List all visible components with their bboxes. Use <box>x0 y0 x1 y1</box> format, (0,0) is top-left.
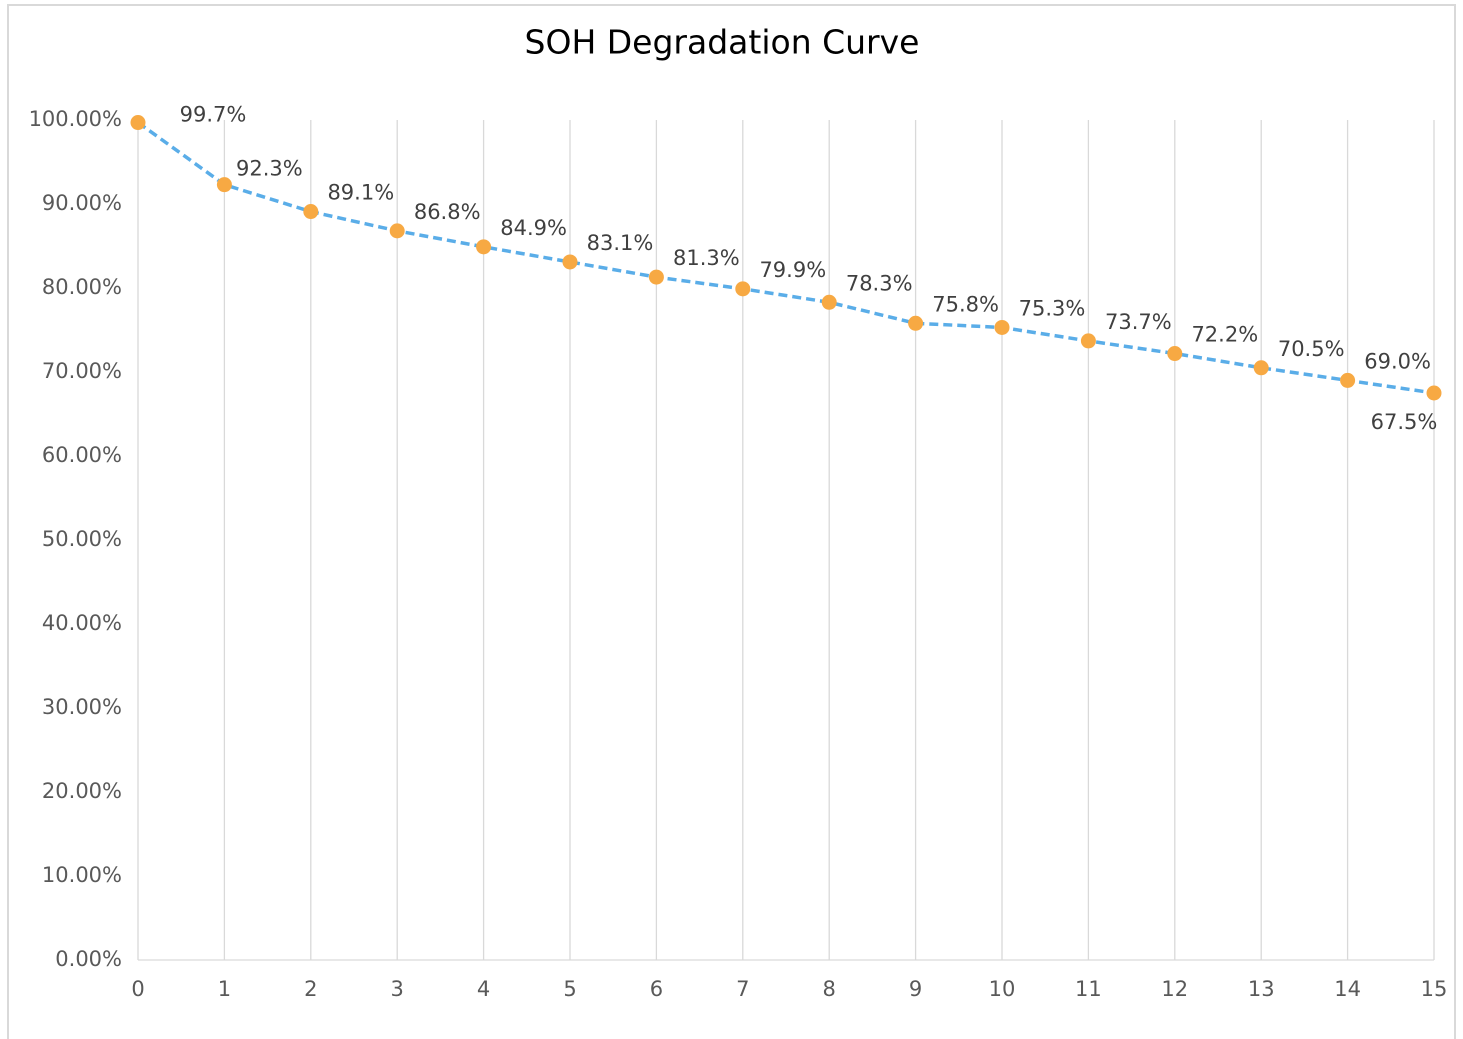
x-tick-label: 3 <box>391 977 404 1001</box>
data-label: 86.8% <box>414 200 481 224</box>
data-label: 84.9% <box>500 216 567 240</box>
point <box>1426 385 1442 401</box>
chart-border <box>7 4 1456 1039</box>
x-tick-label: 14 <box>1334 977 1361 1001</box>
series-line <box>136 121 1435 395</box>
x-tick-label: 6 <box>650 977 663 1001</box>
y-tick-label: 50.00% <box>42 527 122 551</box>
point <box>1167 346 1183 362</box>
data-label: 72.2% <box>1191 323 1258 347</box>
data-label: 73.7% <box>1105 310 1172 334</box>
point <box>1253 360 1269 376</box>
data-label: 92.3% <box>236 157 303 181</box>
y-tick-label: 80.00% <box>42 275 122 299</box>
x-tick-label: 9 <box>909 977 922 1001</box>
x-tick-label: 1 <box>218 977 231 1001</box>
data-label: 67.5% <box>1371 410 1438 434</box>
point <box>303 204 319 220</box>
x-tick-label: 5 <box>563 977 576 1001</box>
x-tick-label: 2 <box>304 977 317 1001</box>
y-tick-label: 40.00% <box>42 611 122 635</box>
data-label: 69.0% <box>1364 349 1431 373</box>
y-tick-label: 30.00% <box>42 695 122 719</box>
point <box>1340 372 1356 388</box>
y-tick-label: 90.00% <box>42 191 122 215</box>
point <box>562 254 578 270</box>
point <box>648 269 664 285</box>
point <box>994 319 1010 335</box>
x-tick-label: 11 <box>1075 977 1102 1001</box>
point <box>216 177 232 193</box>
y-tick-label: 20.00% <box>42 779 122 803</box>
y-tick-label: 0.00% <box>55 947 122 971</box>
x-tick-label: 10 <box>989 977 1016 1001</box>
data-label: 99.7% <box>180 103 247 127</box>
y-tick-label: 60.00% <box>42 443 122 467</box>
y-tick-label: 70.00% <box>42 359 122 383</box>
x-tick-label: 0 <box>131 977 144 1001</box>
point <box>389 223 405 239</box>
data-label: 79.9% <box>759 258 826 282</box>
chart-title: SOH Degradation Curve <box>525 23 920 62</box>
data-label: 89.1% <box>327 181 394 205</box>
point <box>1080 333 1096 349</box>
y-tick-label: 10.00% <box>42 863 122 887</box>
data-label: 75.3% <box>1019 296 1086 320</box>
x-tick-label: 12 <box>1161 977 1188 1001</box>
point <box>735 281 751 297</box>
x-tick-label: 8 <box>823 977 836 1001</box>
point <box>908 315 924 331</box>
point <box>821 294 837 310</box>
x-tick-label: 7 <box>736 977 749 1001</box>
data-label: 70.5% <box>1278 337 1345 361</box>
x-tick-label: 13 <box>1248 977 1275 1001</box>
point <box>130 115 146 131</box>
data-label: 83.1% <box>587 231 654 255</box>
data-label: 75.8% <box>932 292 999 316</box>
x-tick-label: 4 <box>477 977 490 1001</box>
point <box>476 239 492 255</box>
x-tick-label: 15 <box>1421 977 1448 1001</box>
data-label: 81.3% <box>673 246 740 270</box>
y-tick-label: 100.00% <box>29 107 122 131</box>
data-label: 78.3% <box>846 271 913 295</box>
